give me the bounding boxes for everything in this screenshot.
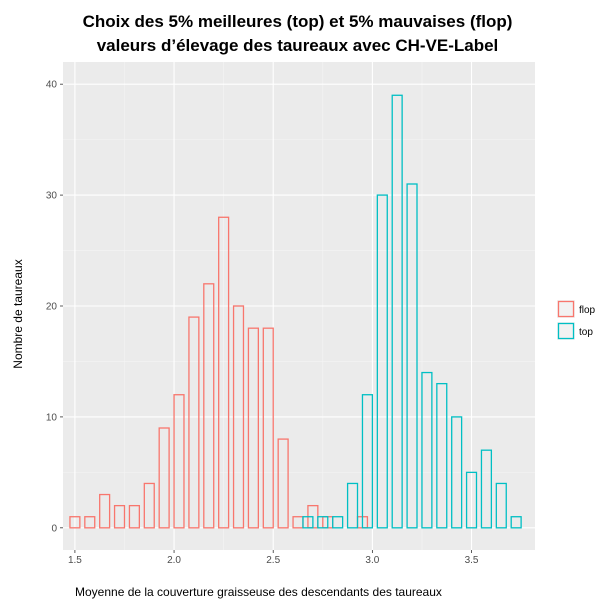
y-tick-label: 10 (46, 412, 58, 423)
legend: flop top (557, 300, 595, 340)
bar-flop (218, 216, 230, 529)
legend-key-top (557, 322, 575, 340)
bar-top (391, 94, 403, 529)
x-tick-label: 3.0 (365, 555, 379, 566)
legend-label-top: top (579, 327, 593, 338)
bar-top (480, 449, 493, 529)
bar-top (465, 471, 478, 529)
legend-key-flop (557, 300, 575, 318)
chart-title-line-2: valeurs d’élevage des taureaux avec CH-V… (96, 36, 499, 55)
x-tick-label: 3.5 (465, 555, 479, 566)
bar-flop (262, 327, 274, 529)
bar-flop (158, 427, 170, 529)
histogram-bars (69, 94, 522, 529)
legend-key-bg (557, 300, 575, 318)
x-tick-label: 2.0 (167, 555, 181, 566)
bar-top (376, 194, 388, 529)
bar-flop (232, 305, 245, 529)
y-tick-label: 40 (46, 80, 58, 91)
y-tick-label: 30 (46, 191, 58, 202)
legend-label-flop: flop (579, 305, 595, 316)
legend-key-bg (557, 322, 575, 340)
bar-flop (143, 482, 155, 529)
bar-top (495, 482, 507, 529)
bar-flop (277, 438, 289, 529)
bar-top (510, 516, 522, 529)
bar-flop (247, 327, 259, 529)
x-axis-title: Moyenne de la couverture graisseuse des … (75, 585, 442, 599)
bar-flop (203, 283, 215, 529)
y-tick-label: 20 (46, 302, 58, 313)
y-tick-label: 0 (51, 523, 57, 534)
bar-top (406, 183, 418, 529)
bar-flop (99, 493, 111, 529)
x-tick-label: 2.5 (266, 555, 280, 566)
grid-lines (63, 62, 535, 550)
bar-top (346, 482, 359, 529)
bar-top (317, 516, 329, 529)
axes: 0 10 20 30 40 1.5 2.0 2.5 3.0 3.5 (46, 80, 479, 566)
bar-top (436, 382, 448, 529)
chart-title-line-1: Choix des 5% meilleures (top) et 5% mauv… (82, 12, 513, 31)
bar-flop (128, 504, 141, 529)
bar-flop (69, 516, 81, 529)
bar-flop (173, 394, 185, 529)
bar-top (332, 516, 344, 529)
y-axis-title: Nombre de taureaux (11, 259, 25, 368)
bar-flop (188, 316, 200, 529)
chart-title: Choix des 5% meilleures (top) et 5% mauv… (0, 10, 595, 58)
bar-top (421, 371, 433, 529)
bar-flop (84, 516, 96, 529)
bar-top (361, 394, 374, 529)
bar-top (451, 416, 463, 529)
x-tick-label: 1.5 (68, 555, 82, 566)
bar-top (302, 516, 314, 529)
bar-flop (113, 504, 126, 529)
